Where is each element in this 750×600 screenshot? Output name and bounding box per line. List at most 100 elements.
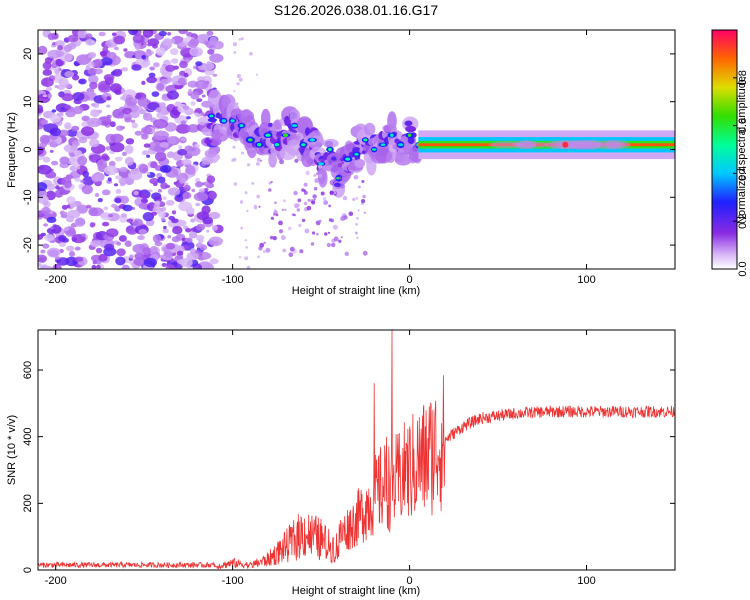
streak-dot <box>297 198 302 203</box>
noise-blob <box>165 264 176 269</box>
noise-blob <box>183 72 189 78</box>
y-tick-label: 10 <box>22 96 34 108</box>
noise-blob <box>45 86 53 92</box>
noise-blob <box>66 196 76 204</box>
streak-dot <box>355 197 359 200</box>
noise-blob <box>116 241 121 246</box>
noise-blob <box>109 142 125 153</box>
streak-dot <box>294 158 299 163</box>
ridge-peak <box>283 133 289 137</box>
ridge-peak <box>380 143 386 146</box>
noise-blob <box>156 112 164 119</box>
noise-blob <box>190 227 197 232</box>
noise-blob <box>203 188 209 192</box>
noise-blob <box>97 198 103 203</box>
streak-dot <box>320 191 325 196</box>
noise-blob <box>86 117 102 128</box>
noise-blob <box>121 264 130 269</box>
noise-blob <box>80 179 85 183</box>
streak-dot <box>326 242 331 248</box>
noise-blob <box>110 121 116 128</box>
noise-blob <box>185 165 196 175</box>
ridge-peak <box>309 138 315 142</box>
noise-blob <box>130 119 136 124</box>
streak-dot <box>352 197 356 201</box>
noise-blob <box>76 204 88 214</box>
noise-blob <box>78 136 88 144</box>
ridge-halo <box>268 152 277 168</box>
noise-blob <box>186 252 199 261</box>
noise-blob <box>162 196 167 201</box>
streak-dot <box>320 170 325 175</box>
streak-dot <box>309 160 314 164</box>
noise-blob <box>185 228 192 233</box>
noise-blob <box>43 223 49 227</box>
x-tick-label: 0 <box>407 274 413 286</box>
noise-blob <box>138 202 148 210</box>
noise-dot <box>244 239 247 242</box>
noise-blob <box>65 256 78 267</box>
streak-dot <box>293 190 298 196</box>
noise-blob <box>165 64 176 72</box>
noise-blob <box>69 202 77 208</box>
streak-dot <box>341 161 344 165</box>
noise-blob <box>75 166 81 170</box>
noise-blob <box>196 234 205 241</box>
noise-dot <box>257 255 260 259</box>
streak-dot <box>284 208 287 211</box>
noise-blob <box>64 122 72 130</box>
noise-blob <box>167 235 172 239</box>
noise-blob <box>203 263 215 269</box>
noise-blob <box>159 141 170 148</box>
noise-blob <box>85 33 93 40</box>
noise-blob <box>42 243 50 249</box>
noise-blob <box>98 83 112 93</box>
noise-blob <box>140 133 149 140</box>
noise-dot <box>241 37 244 41</box>
noise-blob <box>42 156 51 163</box>
noise-blob <box>50 226 54 230</box>
noise-blob <box>38 262 42 267</box>
streak-dot <box>348 211 354 217</box>
noise-blob <box>50 141 58 148</box>
noise-blob <box>42 69 53 76</box>
noise-blob <box>153 196 162 203</box>
colorbar-label: Normalized spectral amplitude <box>736 76 748 224</box>
noise-blob <box>74 246 81 251</box>
noise-blob <box>141 80 146 85</box>
noise-blob <box>112 69 123 77</box>
noise-blob <box>132 207 136 210</box>
noise-blob <box>163 250 173 258</box>
noise-blob <box>61 204 68 210</box>
y-tick-label: 600 <box>22 361 34 379</box>
noise-blob <box>135 93 142 99</box>
noise-blob <box>116 248 126 257</box>
noise-blob <box>158 30 167 37</box>
noise-blob <box>74 256 84 262</box>
noise-blob <box>98 253 108 262</box>
noise-blob <box>47 93 53 99</box>
streak-dot <box>313 173 317 177</box>
spectrogram-x-axis: -200 -100 0 100 <box>45 30 596 286</box>
noise-blob <box>80 233 86 237</box>
noise-blob <box>180 137 187 142</box>
noise-blob <box>136 259 143 265</box>
noise-blob <box>155 151 167 162</box>
streak-dot <box>268 188 272 192</box>
noise-blob <box>148 72 156 78</box>
ridge-blob <box>207 117 217 123</box>
noise-blob <box>46 216 57 223</box>
noise-blob <box>110 133 124 143</box>
noise-dot <box>239 200 244 204</box>
noise-blob <box>118 177 129 185</box>
noise-blob <box>208 211 221 220</box>
noise-blob <box>166 90 179 100</box>
noise-blob <box>73 106 84 115</box>
noise-blob <box>162 38 172 46</box>
noise-blob <box>58 242 66 247</box>
noise-blob <box>106 96 111 101</box>
noise-blob <box>99 50 108 57</box>
line-hotspot <box>562 141 569 148</box>
streak-dot <box>278 220 283 226</box>
noise-blob <box>198 188 205 193</box>
